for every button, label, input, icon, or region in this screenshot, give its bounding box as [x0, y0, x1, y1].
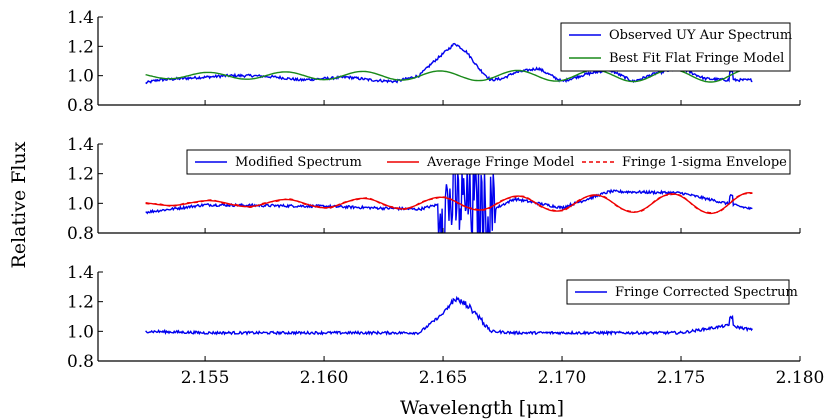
y-tick-label: 1.2 — [67, 37, 94, 57]
legend: Modified Spectrum Average Fringe Model Fri… — [186, 149, 791, 175]
x-tick-label: 2.155 — [181, 368, 230, 388]
legend-label: Fringe Corrected Spectrum — [615, 285, 798, 300]
y-tick-label: 0.8 — [67, 96, 94, 116]
series-line-1-2 — [145, 68, 753, 83]
y-tick-label: 0.8 — [67, 224, 94, 244]
y-tick-label: 1.0 — [67, 322, 94, 342]
x-tick-label: 2.180 — [776, 368, 825, 388]
panels: 0.8 1.0 1.2 1.4 Observed UY Aur Spectrum Best… — [67, 8, 824, 388]
series-line-2-2 — [145, 191, 753, 215]
series-line-2-1 — [145, 162, 753, 233]
panel-1: 0.8 1.0 1.2 1.4 Observed UY Aur Spectrum Best… — [67, 8, 801, 116]
x-tick-label: 2.165 — [419, 368, 468, 388]
y-tick-label: 1.2 — [67, 293, 94, 313]
legend-label: Average Fringe Model — [426, 155, 574, 170]
series-line-3-1 — [145, 295, 753, 337]
y-tick-label: 1.0 — [67, 194, 94, 214]
x-tick-label: 2.160 — [300, 368, 349, 388]
legend: Fringe Corrected Spectrum — [566, 279, 798, 305]
panel-2: 0.8 1.0 1.2 1.4 Modified Spectrum Average Fri… — [67, 135, 801, 244]
legend-label: Best Fit Flat Fringe Model — [609, 51, 784, 66]
y-tick-label: 1.4 — [67, 263, 94, 283]
y-tick-label: 1.4 — [67, 135, 94, 155]
legend-label: Fringe 1-sigma Envelope — [622, 155, 787, 170]
y-tick-label: 0.8 — [67, 352, 94, 372]
y-axis-label: Relative Flux — [8, 141, 30, 268]
legend-label: Modified Spectrum — [235, 155, 362, 170]
y-tick-label: 1.2 — [67, 165, 94, 185]
legend: Observed UY Aur Spectrum Best Fit Flat Fr… — [560, 22, 792, 72]
legend-label: Observed UY Aur Spectrum — [609, 28, 792, 43]
y-tick-label: 1.0 — [67, 67, 94, 87]
x-tick-label: 2.175 — [657, 368, 706, 388]
panel-3: 0.8 1.0 1.2 1.4 2.155 2.160 2.165 2.170 2.175 2.1… — [67, 263, 824, 388]
y-tick-label: 1.4 — [67, 8, 94, 28]
x-tick-label: 2.170 — [538, 368, 587, 388]
series-line-1-1 — [145, 42, 753, 85]
x-axis-label: Wavelength [μm] — [400, 397, 564, 419]
